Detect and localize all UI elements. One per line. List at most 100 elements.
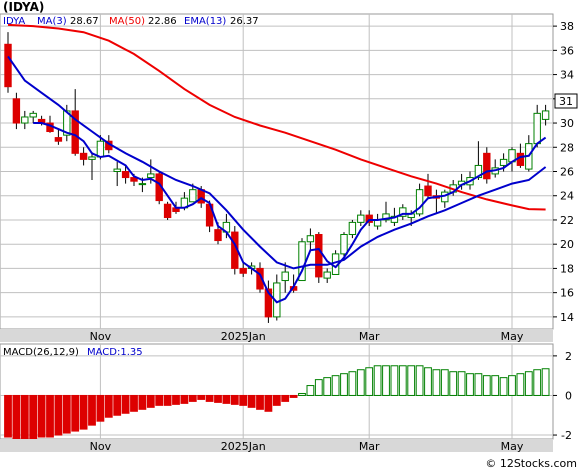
macd-bar [146, 394, 155, 408]
macd-bar [356, 369, 365, 396]
macd-bar [205, 394, 214, 402]
macd-bar [62, 394, 71, 434]
candle-body [281, 271, 289, 282]
candle-body [348, 221, 357, 235]
candle-body [12, 98, 21, 124]
price-tick-label: 30 [560, 117, 574, 130]
candle [357, 210, 365, 227]
candle-body [54, 137, 63, 142]
legend-ma3-label: MA(3) [37, 16, 67, 27]
candle [323, 268, 331, 283]
macd-bar [407, 365, 416, 396]
macd-legend: MACD(26,12,9) MACD:1.35 [3, 347, 143, 358]
macd-bar [508, 375, 516, 396]
macd-legend-label: MACD(26,12,9) [3, 347, 79, 358]
legend-ema13-label: EMA(13) [184, 16, 226, 27]
candle [29, 110, 37, 124]
macd-bar [432, 369, 441, 396]
candle-body [474, 164, 483, 179]
macd-bar [155, 394, 164, 406]
macd-bar [272, 394, 281, 406]
price-tick-label: 34 [560, 69, 574, 82]
candle [21, 110, 29, 130]
macd-x-label: Mar [359, 440, 380, 453]
candle [88, 153, 96, 180]
macd-tick-label: 0 [565, 389, 572, 402]
candle [121, 165, 130, 184]
macd-bar [306, 385, 315, 396]
candle-body [357, 214, 365, 223]
legend-ma50-label: MA(50) [109, 16, 145, 27]
macd-bar [121, 394, 130, 414]
candle-body [399, 207, 407, 217]
macd-bar [281, 394, 290, 402]
macd-bar [424, 367, 432, 396]
macd-bar [457, 371, 466, 396]
macd-bar [230, 394, 239, 405]
candle [340, 232, 348, 257]
macd-bar [390, 365, 399, 396]
price-tick-label: 26 [560, 166, 574, 179]
macd-bar [197, 394, 206, 400]
candle-body [214, 229, 222, 242]
candle-body [147, 173, 155, 179]
macd-bar [239, 394, 248, 406]
candle-body [239, 267, 247, 274]
ma50-line [7, 23, 546, 211]
candle [79, 147, 88, 166]
macd-bar [331, 375, 340, 396]
candle-body [88, 156, 96, 160]
candle [483, 147, 491, 184]
price-x-label: Mar [359, 330, 380, 343]
candle [348, 219, 357, 239]
candle [256, 262, 264, 293]
candle [424, 173, 432, 200]
legend-ma50-value: 22.86 [148, 16, 177, 27]
price-x-axis: Nov2025JanMarMayJulSep [90, 330, 524, 343]
price-tick-label: 18 [560, 262, 574, 275]
candle-body [541, 110, 550, 120]
macd-tick-label: 2 [565, 350, 572, 363]
macd-bar [4, 394, 12, 438]
macd-bar [88, 394, 96, 426]
macd-bar [12, 394, 21, 440]
price-grid [0, 14, 553, 329]
price-tick-label: 14 [560, 311, 574, 324]
candle [306, 228, 315, 251]
macd-bar [130, 394, 138, 412]
macd-bar [323, 377, 332, 396]
price-tick-label: 28 [560, 141, 574, 154]
candle [163, 201, 172, 220]
candle [474, 141, 483, 180]
macd-bar [491, 375, 500, 396]
macd-bar [524, 371, 533, 396]
macd-bar [466, 373, 474, 396]
macd-bar [172, 394, 180, 405]
macd-bar [79, 394, 88, 430]
macd-bar [222, 394, 231, 404]
candle-body [71, 110, 79, 154]
macd-bar [104, 394, 113, 418]
candle-body [138, 183, 147, 186]
candle [4, 32, 12, 93]
candle-body [121, 171, 130, 179]
candle [315, 232, 323, 283]
candle-body [499, 158, 508, 166]
macd-bar [214, 394, 222, 403]
price-tick-label: 22 [560, 214, 574, 227]
candle [399, 204, 407, 220]
candle-body [21, 116, 29, 124]
macd-x-label: May [501, 440, 524, 453]
macd-tick-label: -2 [561, 429, 572, 442]
macd-bar [373, 365, 382, 396]
candle [54, 129, 63, 145]
macd-histogram [4, 365, 550, 440]
macd-bar [449, 371, 458, 396]
legend-ma3-value: 28.67 [70, 16, 99, 27]
macd-bar [314, 379, 323, 396]
chart-symbol-title: (IDYA) [3, 0, 45, 14]
macd-bar [163, 394, 172, 406]
macd-bar [541, 368, 550, 396]
macd-bar [533, 369, 542, 396]
current-price-box [554, 93, 578, 109]
